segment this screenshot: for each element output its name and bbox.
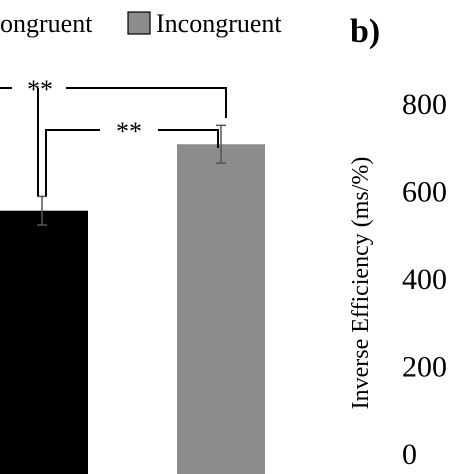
panel-label-b: b) <box>350 13 380 50</box>
significance-label-outer: ** <box>27 75 53 104</box>
y-axis-label: Inverse Efficiency (ms/%) <box>348 157 374 410</box>
legend-label-congruent: ongruent <box>0 9 93 38</box>
significance-bracket-inner <box>45 129 219 196</box>
y-tick-label: 200 <box>402 351 447 384</box>
legend-swatch-incongruent <box>127 11 151 35</box>
y-tick-label: 600 <box>402 176 447 209</box>
legend-label-incongruent: Incongruent <box>156 9 282 38</box>
y-tick-label: 800 <box>402 88 447 121</box>
significance-bracket-outer <box>0 87 227 118</box>
bar-ongruent <box>0 210 88 474</box>
panel-a-plot: ** ** <box>0 75 265 474</box>
significance-label-inner: ** <box>116 117 142 146</box>
bar-incongruent <box>177 144 265 474</box>
y-tick-label: 0 <box>402 438 417 471</box>
y-tick-label: 400 <box>402 263 447 296</box>
panel-b-plot: 0 200 400 600 800 <box>402 88 447 471</box>
